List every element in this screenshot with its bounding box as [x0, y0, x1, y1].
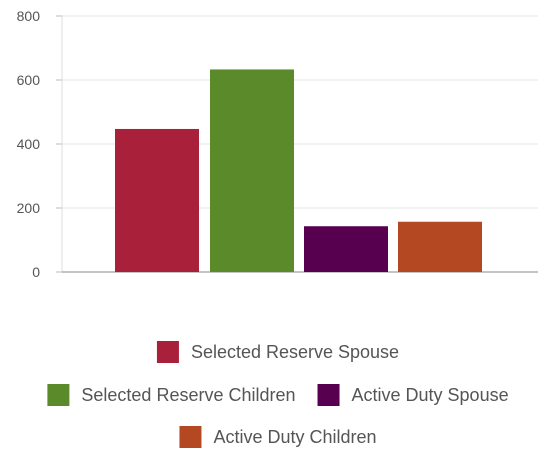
- legend-swatch: [47, 384, 70, 406]
- legend-item: Active Duty Children: [179, 426, 377, 448]
- legend-label: Active Duty Spouse: [352, 385, 509, 405]
- legend-label: Selected Reserve Spouse: [191, 342, 399, 362]
- legend-swatch: [156, 341, 179, 363]
- y-tick-label: 600: [17, 72, 41, 88]
- legend-label: Active Duty Children: [213, 427, 376, 447]
- bar-selected-reserve-children: [210, 69, 294, 272]
- legend-item: Selected Reserve Children: [47, 384, 296, 406]
- axes: 0 200 400 600 800: [17, 8, 538, 280]
- y-tick-label: 0: [32, 264, 40, 280]
- legend-label: Selected Reserve Children: [81, 385, 295, 405]
- bar-active-duty-spouse: [304, 226, 388, 272]
- y-tick-label: 200: [17, 200, 41, 216]
- bars: [115, 69, 482, 272]
- legend: Selected Reserve Spouse Selected Reserve …: [47, 341, 509, 448]
- bar-active-duty-children: [398, 221, 482, 272]
- legend-swatch: [179, 426, 202, 448]
- legend-item: Selected Reserve Spouse: [156, 341, 399, 363]
- y-tick-label: 400: [17, 136, 41, 152]
- y-tick-label: 800: [17, 8, 41, 24]
- legend-item: Active Duty Spouse: [317, 384, 509, 406]
- legend-swatch: [317, 384, 340, 406]
- bar-selected-reserve-spouse: [115, 128, 199, 272]
